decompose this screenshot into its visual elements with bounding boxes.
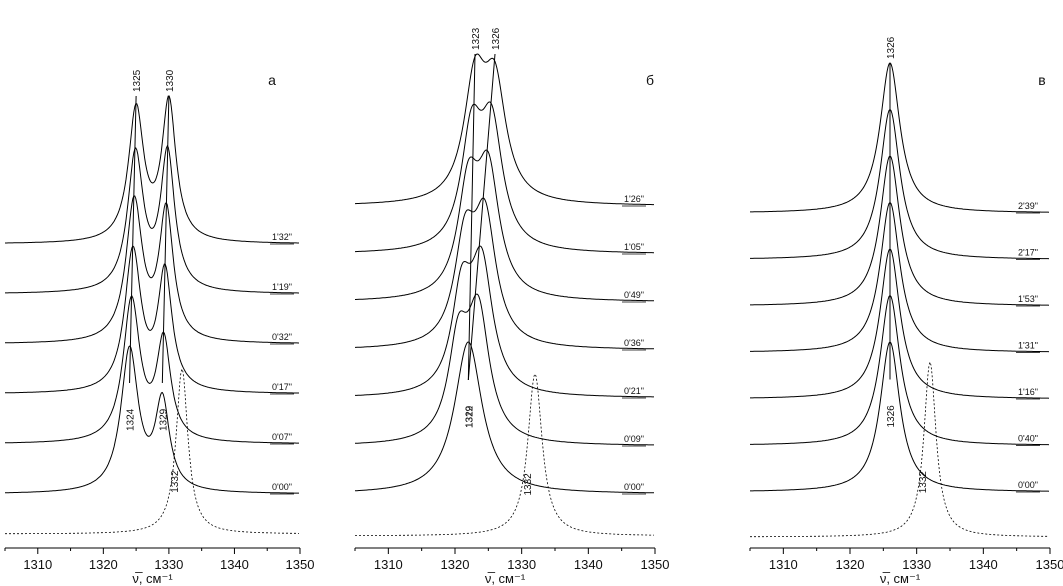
x-tick-label: 1350	[641, 557, 670, 572]
panel-letter: а	[268, 72, 276, 88]
series-time-label: 0'40"	[1018, 434, 1038, 444]
spectrum-line	[355, 101, 654, 254]
peak-label-bottom: 1326	[886, 405, 897, 428]
x-axis-label: ν̅, см⁻¹	[132, 571, 173, 586]
peak-track-line	[467, 53, 496, 381]
x-tick-label: 1310	[23, 557, 52, 572]
spectrum-line	[5, 95, 299, 244]
reference-peak-label: 1332	[523, 473, 534, 496]
x-tick-label: 1330	[154, 557, 183, 572]
reference-spectrum	[5, 367, 299, 535]
series-time-label: 2'39"	[1018, 201, 1038, 211]
spectrum-line	[355, 197, 654, 350]
series-time-label: 0'21"	[624, 386, 644, 396]
peak-label-bottom: 1319	[464, 405, 475, 428]
peak-label-bottom: 1329	[158, 408, 169, 431]
spectrum-line	[5, 145, 299, 294]
peak-label-top: 1325	[132, 69, 143, 92]
x-tick-label: 1340	[574, 557, 603, 572]
spectrum-line	[750, 341, 1050, 492]
series-time-label: 0'17"	[272, 382, 292, 392]
spectrum-line	[750, 248, 1050, 399]
x-axis-label: ν̅, см⁻¹	[880, 571, 921, 586]
series-time-label: 0'00"	[272, 482, 292, 492]
x-tick-label: 1340	[969, 557, 998, 572]
spectrum-line	[750, 62, 1050, 213]
x-tick-label: 1320	[441, 557, 470, 572]
peak-label-top: 1323	[471, 27, 482, 50]
x-tick-label: 1320	[89, 557, 118, 572]
x-tick-label: 1350	[286, 557, 315, 572]
reference-peak-label: 1332	[170, 470, 181, 493]
spectrum-line	[750, 108, 1050, 260]
x-tick-label: 1340	[220, 557, 249, 572]
x-tick-label: 1330	[902, 557, 931, 572]
peak-track-line	[161, 95, 170, 384]
spectrum-line	[5, 245, 299, 394]
peak-track-line	[129, 95, 137, 384]
reference-spectrum	[355, 373, 654, 536]
series-time-label: 0'00"	[1018, 480, 1038, 490]
spectrum-line	[5, 345, 299, 494]
peak-label-top: 1330	[165, 69, 176, 92]
series-time-label: 1'19"	[272, 282, 292, 292]
spectrum-line	[355, 245, 654, 398]
spectrum-line	[355, 293, 654, 446]
series-time-label: 0'09"	[624, 434, 644, 444]
spectrum-line	[354, 341, 654, 494]
reference-spectrum	[750, 360, 1049, 538]
series-time-label: 0'49"	[624, 290, 644, 300]
series-time-label: 1'05"	[624, 242, 644, 252]
peak-label-top: 1326	[886, 36, 897, 59]
spectrum-line	[750, 294, 1050, 446]
series-time-label: 0'36"	[624, 338, 644, 348]
panel-letter: в	[1038, 72, 1045, 88]
series-time-label: 1'32"	[272, 232, 292, 242]
series-time-label: 1'53"	[1018, 294, 1038, 304]
spectrum-line	[750, 155, 1050, 306]
peak-label-bottom: 1322	[464, 405, 475, 428]
spectrum-line	[750, 201, 1050, 353]
peak-label-top: 1326	[491, 27, 502, 50]
panel-letter: б	[646, 72, 654, 88]
reference-peak-label: 1332	[918, 471, 929, 494]
x-tick-label: 1330	[507, 557, 536, 572]
spectrum-line	[5, 195, 299, 344]
spectrum-line	[5, 295, 299, 444]
x-axis-label: ν̅, см⁻¹	[485, 571, 526, 586]
x-tick-label: 1350	[1036, 557, 1063, 572]
spectrum-line	[355, 149, 654, 302]
x-tick-label: 1320	[836, 557, 865, 572]
x-tick-label: 1310	[769, 557, 798, 572]
x-tick-label: 1310	[374, 557, 403, 572]
series-time-label: 0'00"	[624, 482, 644, 492]
peak-label-bottom: 1324	[126, 408, 137, 431]
series-time-label: 0'07"	[272, 432, 292, 442]
series-time-label: 0'32"	[272, 332, 292, 342]
spectrum-line	[355, 53, 654, 206]
series-time-label: 1'31"	[1018, 341, 1038, 351]
series-time-label: 1'26"	[624, 194, 644, 204]
series-time-label: 2'17"	[1018, 248, 1038, 258]
peak-track-line	[467, 53, 476, 381]
series-time-label: 1'16"	[1018, 387, 1038, 397]
